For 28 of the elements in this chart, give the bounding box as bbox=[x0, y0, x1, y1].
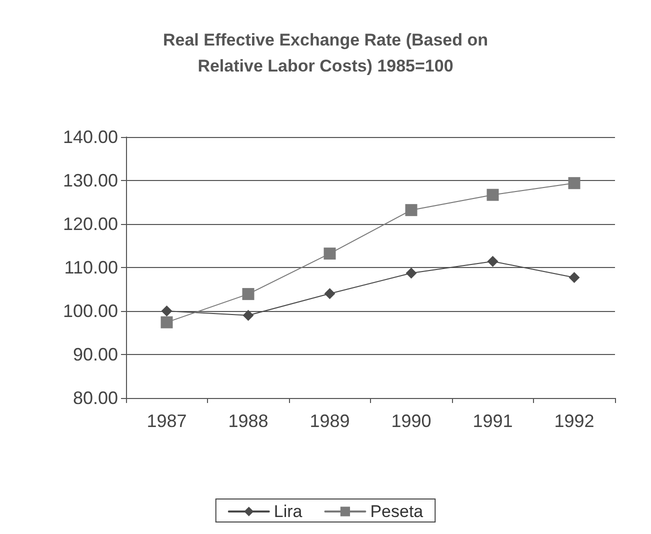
y-tick-label: 110.00 bbox=[64, 258, 118, 278]
x-tick-label: 1989 bbox=[310, 411, 350, 431]
legend-label: Peseta bbox=[370, 502, 424, 521]
x-tick-label: 1990 bbox=[391, 411, 432, 431]
point bbox=[160, 316, 173, 328]
legend-label: Lira bbox=[274, 502, 303, 521]
y-tick-label: 90.00 bbox=[72, 344, 118, 364]
x-tick-label: 1987 bbox=[146, 411, 187, 431]
point bbox=[161, 306, 172, 316]
x-tick-label: 1991 bbox=[472, 411, 513, 431]
point bbox=[568, 177, 580, 190]
y-tick-label: 130.00 bbox=[62, 170, 118, 190]
y-tick-label: 80.00 bbox=[72, 388, 118, 408]
point bbox=[486, 188, 499, 201]
y-tick-label: 140.00 bbox=[62, 127, 118, 147]
y-tick-label: 100.00 bbox=[62, 301, 118, 321]
x-tick-label: 1992 bbox=[554, 411, 594, 431]
point bbox=[406, 268, 417, 279]
point bbox=[242, 310, 254, 321]
point bbox=[324, 288, 336, 300]
x-tick-label: 1988 bbox=[228, 411, 268, 431]
point bbox=[405, 204, 418, 216]
chart-title: Real Effective Exchange Rate (Based on Relative Labor Costs) 1985=100 bbox=[162, 30, 488, 76]
point bbox=[568, 272, 580, 284]
point bbox=[324, 248, 336, 260]
y-tick-label: 120.00 bbox=[62, 214, 118, 234]
point bbox=[487, 256, 498, 267]
point bbox=[242, 288, 254, 300]
